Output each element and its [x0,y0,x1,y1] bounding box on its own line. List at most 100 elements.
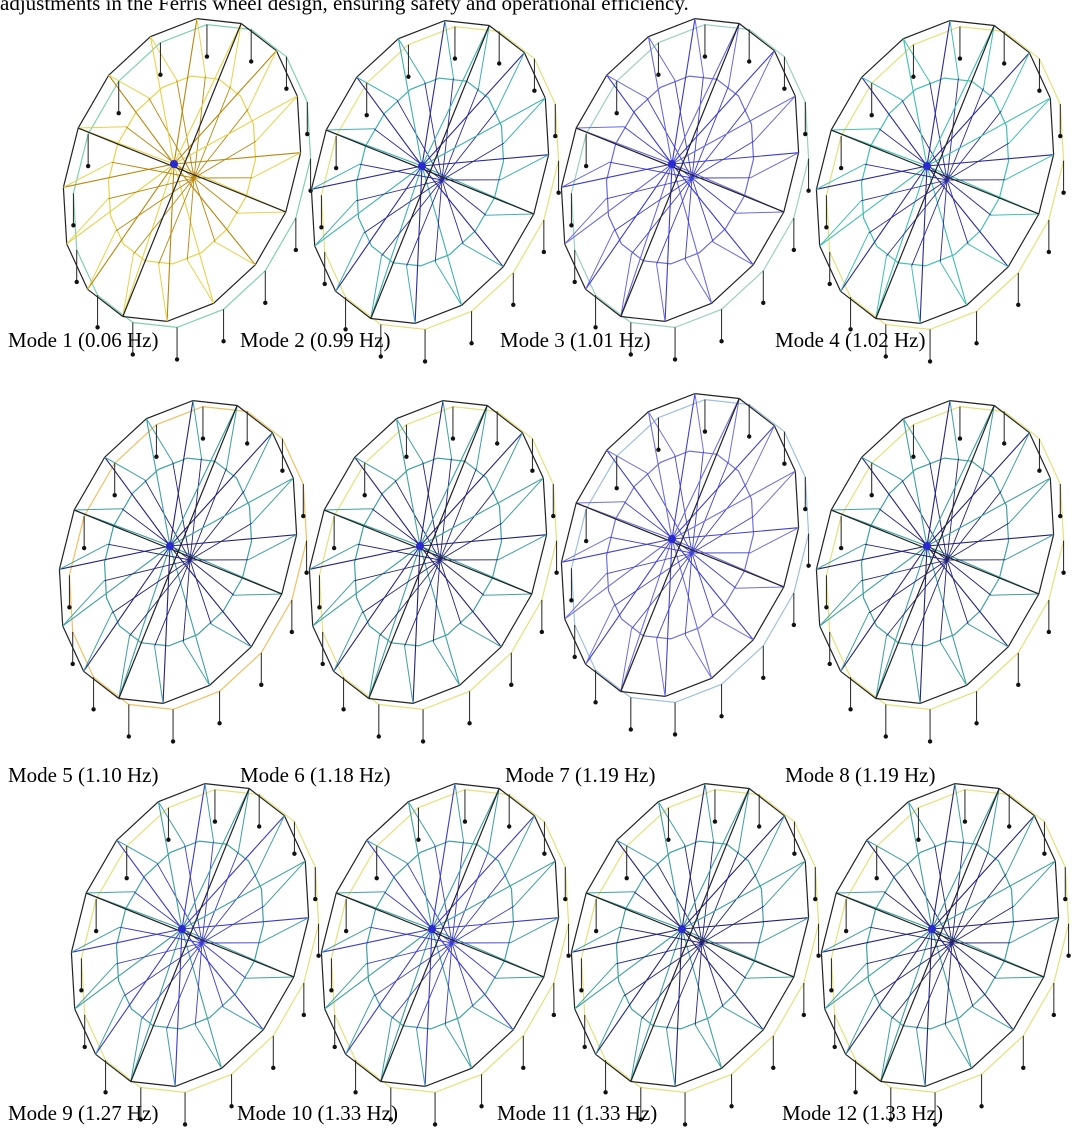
brace [614,178,692,231]
cabin [963,819,967,823]
mode-shape-figure [59,401,308,744]
brace [433,642,459,685]
cabin [884,734,888,738]
cabin [853,1090,857,1094]
cabin [375,876,379,880]
cabin [563,897,567,901]
cabin [719,339,723,343]
brace [440,560,461,624]
cabin [1037,89,1041,93]
brace [362,560,440,613]
brace [252,478,293,523]
brace [736,587,784,588]
hub [418,162,426,170]
spoke [820,166,927,246]
beam [621,399,739,692]
cabin [94,929,98,933]
hub [668,535,676,543]
spoke [371,166,422,318]
cabin [666,838,670,842]
cabin [958,56,962,60]
brace [405,560,440,646]
cabin [305,132,309,136]
cabin [301,514,305,518]
cabin [629,727,633,731]
cabin [453,56,457,60]
brace [84,613,112,671]
brace [405,646,413,703]
cabin [495,441,499,445]
cabin [719,714,723,718]
brace [831,129,879,130]
spoke [67,164,174,244]
brace [124,943,202,996]
brace [357,77,397,100]
cabin [806,189,810,193]
brace [862,77,902,100]
cabin [271,1066,275,1070]
cabin [1037,469,1041,473]
cabin [625,876,629,880]
figure-caption: Mode 6 (1.18 Hz) [240,763,390,788]
brace [968,244,1008,267]
cabin [833,1045,837,1049]
cabin [583,1045,587,1049]
brace [695,1025,721,1068]
brace [1001,53,1029,111]
cabin [125,876,129,880]
spoke [432,861,555,929]
cabin [334,166,338,170]
brace [846,996,874,1054]
brace [984,26,995,88]
cabin [158,73,162,77]
cabin [1047,630,1051,634]
cabin [584,164,588,168]
brace [477,406,488,468]
brace [657,553,692,639]
cabin [451,436,455,440]
cabin [1007,824,1011,828]
brace [334,613,362,671]
spoke [621,539,672,691]
figure-grid [0,0,1073,1137]
brace [1014,861,1055,906]
brace [190,560,211,624]
mode-shape-figure [309,401,558,744]
cabin [1058,514,1062,518]
spoke [825,929,932,1009]
spoke [631,929,682,1081]
hub [923,162,931,170]
brace [685,553,692,635]
brace [1009,98,1050,143]
brace [371,256,382,318]
cabin [1063,897,1067,901]
spoke [682,929,763,1030]
cabin [86,164,90,168]
cabin [916,838,920,842]
spoke [575,929,682,1009]
cabin [802,1013,806,1017]
spoke [665,539,672,696]
figure-caption: Mode 5 (1.10 Hz) [8,763,158,788]
cabin [569,223,573,227]
cabin [551,514,555,518]
cabin [792,623,796,627]
brace [461,624,501,647]
brace [364,180,442,233]
cabin [379,354,383,358]
cabin [979,1104,983,1108]
brace [486,214,534,215]
cabin [507,824,511,828]
brace [657,178,692,264]
brace [264,861,305,906]
hub [678,925,686,933]
cabin [201,436,205,440]
brace [326,129,374,130]
brace [202,943,223,1007]
cabin [221,339,225,343]
cabin [771,1066,775,1070]
cabin [344,929,348,933]
spoke [123,164,174,316]
cabin [79,988,83,992]
brace [417,1029,425,1086]
